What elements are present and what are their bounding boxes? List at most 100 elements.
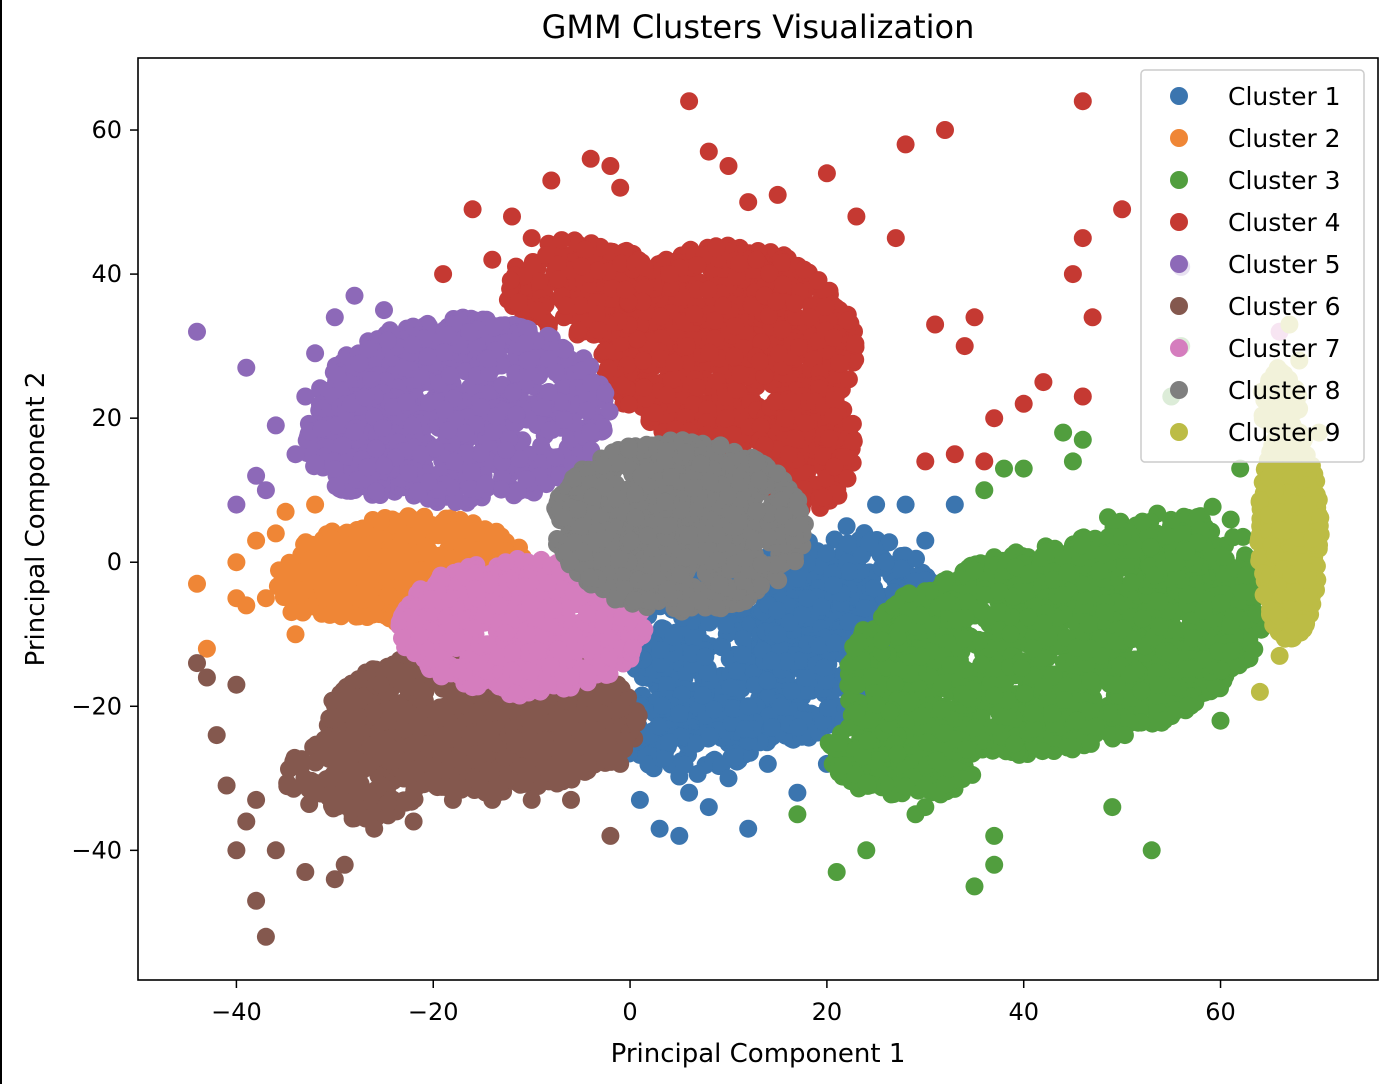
cluster-4-point <box>634 351 653 370</box>
cluster-1-point <box>728 661 746 680</box>
cluster-3-point <box>1094 545 1113 564</box>
cluster-3-point <box>1067 638 1086 657</box>
cluster-3-point <box>1178 660 1196 678</box>
cluster-4-point <box>926 315 945 334</box>
cluster-3-point <box>1024 639 1043 658</box>
cluster-3-point <box>965 561 984 580</box>
cluster-4-point <box>844 432 863 451</box>
cluster-4-point <box>795 260 814 279</box>
cluster-4-point <box>985 409 1004 428</box>
cluster-4-point <box>552 231 571 250</box>
cluster-2-point <box>321 536 340 555</box>
cluster-3-point <box>987 603 1006 622</box>
cluster-3-point <box>847 703 866 722</box>
cluster-1-point <box>630 790 649 809</box>
cluster-2-point <box>188 574 206 593</box>
cluster-4-point <box>581 149 600 168</box>
cluster-4-point <box>688 256 707 275</box>
cluster-4-point <box>501 271 520 290</box>
cluster-3-point <box>1054 423 1073 442</box>
cluster-3-point <box>1067 711 1086 730</box>
cluster-3-point <box>998 708 1017 726</box>
cluster-4-point <box>768 185 787 204</box>
cluster-3-point <box>1150 592 1169 611</box>
cluster-1-point <box>810 636 829 655</box>
cluster-2-point <box>334 595 353 614</box>
cluster-2-point <box>227 553 246 572</box>
cluster-3-point <box>1073 430 1092 449</box>
cluster-3-point <box>1113 527 1132 546</box>
cluster-4-point <box>688 378 706 397</box>
cluster-1-point <box>896 495 915 514</box>
cluster-2-point <box>318 566 337 585</box>
cluster-1-point <box>812 597 831 616</box>
cluster-4-point <box>612 376 631 395</box>
cluster-2-point <box>299 551 318 570</box>
cluster-3-point <box>935 724 954 743</box>
chart-title: GMM Clusters Visualization <box>542 8 975 46</box>
cluster-4-point <box>730 254 749 273</box>
cluster-3-point <box>1233 583 1252 602</box>
cluster-3-point <box>1212 661 1231 680</box>
cluster-4-point <box>569 321 588 340</box>
cluster-1-point <box>664 627 683 646</box>
cluster-1-point <box>724 699 743 718</box>
cluster-4-point <box>1113 200 1132 219</box>
cluster-4-point <box>830 354 849 373</box>
cluster-4-point <box>542 171 561 190</box>
cluster-1-point <box>734 629 753 648</box>
cluster-4-point <box>549 270 567 289</box>
cluster-3-point <box>900 584 918 603</box>
cluster-4-point <box>719 157 738 175</box>
cluster-4-point <box>786 429 805 448</box>
cluster-1-point <box>712 638 731 657</box>
cluster-3-point <box>913 706 931 725</box>
cluster-3-point <box>1043 704 1062 723</box>
cluster-4-point <box>846 334 865 353</box>
cluster-1-point <box>688 764 707 783</box>
cluster-1-point <box>758 754 777 773</box>
cluster-3-point <box>955 629 974 648</box>
cluster-4-point <box>725 347 744 366</box>
cluster-4-point <box>635 378 653 397</box>
cluster-3-point <box>1120 665 1139 684</box>
cluster-4-point <box>820 429 838 448</box>
cluster-4-point <box>769 344 788 363</box>
cluster-3-point <box>1095 603 1114 622</box>
cluster-4-point <box>896 135 915 154</box>
cluster-1-point <box>649 717 668 736</box>
cluster-4-point <box>530 272 549 290</box>
cluster-1-point <box>907 549 925 568</box>
cluster-3-point <box>956 608 974 627</box>
cluster-1-point <box>660 733 679 752</box>
cluster-1-point <box>768 625 787 644</box>
cluster-1-point <box>670 826 689 845</box>
cluster-1-point <box>865 579 884 598</box>
cluster-3-point <box>935 574 954 593</box>
cluster-3-point <box>788 805 807 824</box>
cluster-2-point <box>341 568 360 587</box>
cluster-3-point <box>853 747 872 766</box>
cluster-1-point <box>782 682 801 701</box>
cluster-3-point <box>911 647 930 666</box>
cluster-3-point <box>1160 644 1179 663</box>
cluster-3-point <box>829 734 848 752</box>
cluster-3-point <box>1054 586 1073 604</box>
cluster-4-point <box>635 258 654 277</box>
cluster-3-point <box>985 686 1004 705</box>
cluster-3-point <box>1184 629 1203 648</box>
cluster-3-point <box>1114 619 1132 638</box>
cluster-3-point <box>1005 735 1024 754</box>
cluster-3-point <box>886 675 905 694</box>
cluster-3-point <box>1086 717 1105 736</box>
cluster-1-point <box>818 699 837 717</box>
cluster-3-point <box>975 481 994 500</box>
cluster-3-point <box>1090 561 1109 580</box>
cluster-4-point <box>839 370 858 389</box>
cluster-1-point <box>698 663 717 682</box>
cluster-4-point <box>785 294 804 313</box>
cluster-3-point <box>966 718 985 737</box>
cluster-4-point <box>751 352 769 371</box>
cluster-4-point <box>599 359 618 378</box>
cluster-4-point <box>700 343 719 362</box>
